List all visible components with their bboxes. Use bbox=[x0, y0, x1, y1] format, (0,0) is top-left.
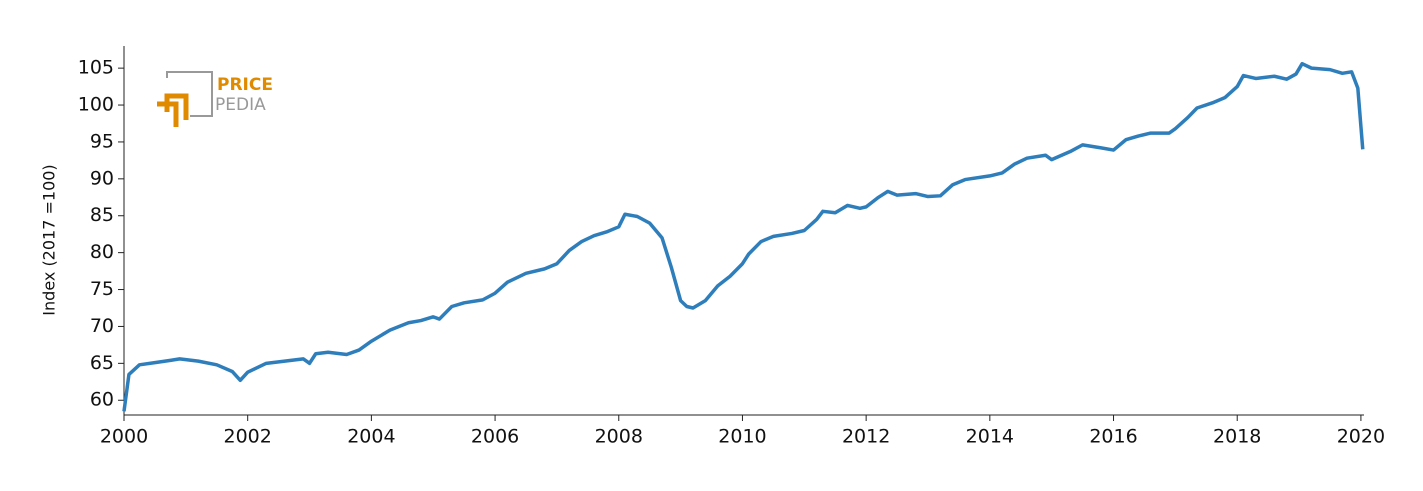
x-tick-label: 2016 bbox=[1089, 426, 1137, 448]
y-tick-label: 70 bbox=[90, 315, 114, 337]
x-tick-label: 2010 bbox=[718, 426, 766, 448]
logo-mark bbox=[157, 93, 189, 127]
x-tick-label: 2006 bbox=[471, 426, 519, 448]
y-tick-label: 85 bbox=[90, 204, 114, 226]
logo-text: PRICE bbox=[217, 75, 273, 95]
y-tick-label: 80 bbox=[90, 241, 114, 263]
x-tick-label: 2012 bbox=[842, 426, 890, 448]
x-tick-label: 2000 bbox=[100, 426, 148, 448]
x-tick-label: 2008 bbox=[595, 426, 643, 448]
x-tick-label: 2018 bbox=[1213, 426, 1261, 448]
y-tick-label: 95 bbox=[90, 130, 114, 152]
y-tick-label: 60 bbox=[90, 389, 114, 411]
x-tick-label: 2020 bbox=[1337, 426, 1385, 448]
x-tick-label: 2014 bbox=[966, 426, 1014, 448]
y-tick-label: 75 bbox=[90, 278, 114, 300]
x-tick-label: 2002 bbox=[224, 426, 272, 448]
y-tick-label: 65 bbox=[90, 352, 114, 374]
data-line bbox=[122, 61, 1365, 412]
logo-frame bbox=[166, 71, 213, 117]
y-tick-label: 100 bbox=[78, 94, 114, 116]
logo: PRICE PEDIA bbox=[157, 71, 273, 127]
logo-text: PEDIA bbox=[215, 95, 266, 115]
y-tick-label: 105 bbox=[78, 57, 114, 79]
y-axis-label: Index (2017 =100) bbox=[40, 164, 59, 315]
x-tick-label: 2004 bbox=[347, 426, 395, 448]
y-tick-label: 90 bbox=[90, 167, 114, 189]
